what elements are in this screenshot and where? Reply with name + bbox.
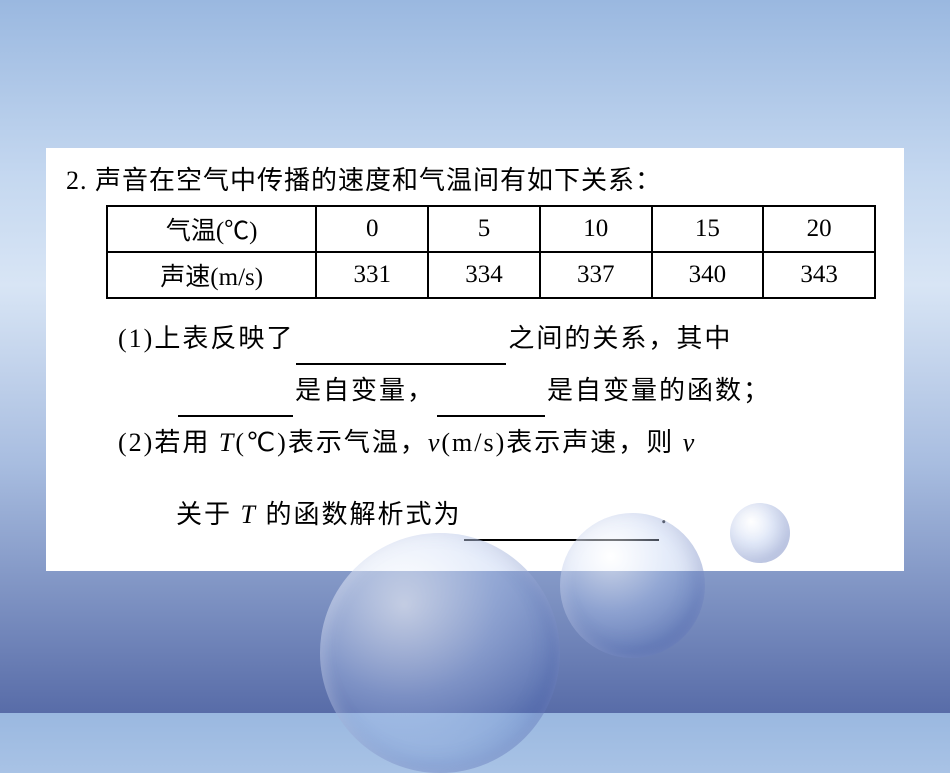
table-cell: 343 [763,252,875,298]
problem-intro-text: 声音在空气中传播的速度和气温间有如下关系： [95,166,662,195]
q2-v-unit: (m/s)表示声速，则 [441,428,682,457]
bubble-decoration-icon [560,513,705,658]
row2-label: 声速(m/s) [107,252,316,298]
bubble-decoration-icon [320,533,560,773]
table-cell: 5 [428,206,540,252]
question-1-line-1: (1)上表反映了 之间的关系，其中 [118,313,884,365]
table-row: 声速(m/s) 331 334 337 340 343 [107,252,875,298]
variable-v2: v [683,428,697,457]
variable-T: T [219,428,235,457]
q1-label: (1) [118,324,154,353]
fill-blank [296,339,506,365]
variable-v: v [428,428,442,457]
q1-part-a-pre: 上表反映了 [154,324,294,353]
q1-part-b-mid: 是自变量， [295,376,435,405]
table-row: 气温(℃) 0 5 10 15 20 [107,206,875,252]
question-2-line-1: (2)若用 T(℃)表示气温，v(m/s)表示声速，则 v [118,417,884,469]
table-cell: 340 [652,252,764,298]
table-cell: 331 [316,252,428,298]
fill-blank [437,391,545,417]
q1-part-a-post: 之间的关系，其中 [508,324,732,353]
bubble-decoration-icon [730,503,790,563]
table-cell: 20 [763,206,875,252]
problem-intro-line: 2. 声音在空气中传播的速度和气温间有如下关系： [66,160,884,197]
data-table-wrap: 气温(℃) 0 5 10 15 20 声速(m/s) 331 334 337 3… [106,205,884,299]
question-1-line-2: 是自变量， 是自变量的函数； [176,365,884,417]
q2-T-unit: (℃)表示气温， [235,428,428,457]
table-cell: 10 [540,206,652,252]
fill-blank [178,391,293,417]
table-cell: 334 [428,252,540,298]
table-cell: 337 [540,252,652,298]
q2-label: (2) [118,428,154,457]
q2-line1-pre: 若用 [154,428,219,457]
problem-number: 2. [66,166,88,195]
q2-line2-mid: 的函数解析式为 [257,500,462,529]
variable-T2: T [241,500,257,529]
q1-part-b-end: 是自变量的函数； [547,376,771,405]
row1-label: 气温(℃) [107,206,316,252]
q2-line2-pre: 关于 [176,500,241,529]
table-cell: 0 [316,206,428,252]
table-cell: 15 [652,206,764,252]
data-table: 气温(℃) 0 5 10 15 20 声速(m/s) 331 334 337 3… [106,205,876,299]
